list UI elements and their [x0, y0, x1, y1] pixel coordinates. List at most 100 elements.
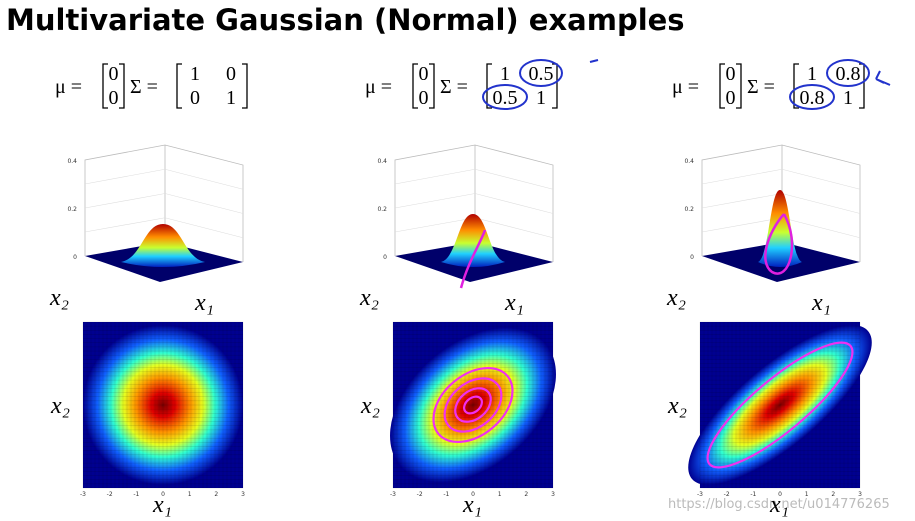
- bracket: [736, 63, 742, 109]
- mu-entry: 0: [419, 87, 429, 109]
- surface-plot: 0.4 0.2 0 x₂ x₁: [359, 144, 554, 316]
- box-grid: [84, 193, 244, 214]
- contour-tick-label: 2: [524, 491, 528, 498]
- ink-contour: [454, 387, 492, 423]
- contour-tick-label: -1: [133, 491, 139, 498]
- sigma-entry: 1: [226, 87, 236, 109]
- sigma-entry: 0.5: [529, 63, 554, 85]
- sigma-label: Σ =: [747, 76, 775, 98]
- z-tick-label: 0.4: [67, 158, 77, 165]
- bracket: [429, 63, 435, 109]
- heatmap-density: [390, 327, 556, 483]
- ink-contour: [463, 395, 483, 415]
- ink-circle: [482, 84, 528, 110]
- bracket: [102, 63, 108, 109]
- contour-tick-label: 2: [214, 491, 218, 498]
- mu-entry: 0: [109, 63, 119, 85]
- surface-x-label: x₂: [666, 285, 686, 311]
- box-grid: [701, 168, 861, 190]
- ink-circle: [826, 59, 870, 87]
- ink-mark: [589, 59, 599, 63]
- sigma-entry: 1: [500, 63, 510, 85]
- contour-tick-label: -3: [390, 491, 396, 498]
- contour-tick-label: -2: [724, 491, 730, 498]
- heatmap-plot: -3 -2 -1 0 1 2 3 x₂ x₁: [667, 321, 872, 518]
- contour-tick-label: -3: [697, 491, 703, 498]
- z-tick-label: 0.2: [377, 206, 387, 213]
- bracket: [412, 63, 418, 109]
- mu-entry: 0: [419, 63, 429, 85]
- box-grid: [84, 217, 244, 239]
- ink-circle: [519, 59, 563, 87]
- mu-label: μ =: [672, 76, 699, 98]
- surface-y-label: x₁: [811, 290, 831, 316]
- sigma-entry: 1: [190, 63, 200, 85]
- z-tick-label: 0: [690, 254, 694, 261]
- contour-tick-label: 0: [161, 491, 165, 498]
- heatmap-density: [688, 324, 872, 486]
- sigma-label: Σ =: [130, 76, 158, 98]
- contour-tick-label: 3: [858, 491, 862, 498]
- z-tick-label: 0.4: [377, 158, 387, 165]
- sigma-entry: 1: [536, 87, 546, 109]
- bracket: [119, 63, 125, 109]
- contour-tick-label: -2: [107, 491, 113, 498]
- z-tick-label: 0.4: [684, 158, 694, 165]
- z-tick-label: 0: [383, 254, 387, 261]
- contour-tick-label: 1: [188, 491, 192, 498]
- contour-x-label: x₁: [152, 492, 172, 518]
- heatmap-plot: -3 -2 -1 0 1 2 3 x₂ x₁: [360, 321, 556, 518]
- box-grid: [394, 168, 554, 190]
- sigma-entry: 0.8: [836, 63, 861, 85]
- surface-y-label: x₁: [194, 290, 214, 316]
- contour-tick-label: -3: [80, 491, 86, 498]
- contour-x-label: x₁: [462, 492, 482, 518]
- sigma-label: Σ =: [440, 76, 468, 98]
- ink-mark: [875, 70, 891, 86]
- bracket: [176, 63, 182, 109]
- ink-contour: [706, 341, 854, 469]
- bracket: [793, 63, 799, 109]
- ink-stroke: [764, 213, 794, 275]
- ink-stroke: [459, 229, 487, 289]
- watermark: https://blog.csdn.net/u014776265: [668, 497, 890, 512]
- z-tick-label: 0: [73, 254, 77, 261]
- heatmap-plot: -3 -2 -1 0 1 2 3 x₂ x₁: [50, 321, 245, 518]
- contour-tick-label: 1: [805, 491, 809, 498]
- sigma-entry: 0: [226, 63, 236, 85]
- contour-tick-label: 3: [241, 491, 245, 498]
- contour-tick-label: 0: [778, 491, 782, 498]
- contour-y-label: x₂: [360, 393, 380, 419]
- bracket: [719, 63, 725, 109]
- bracket: [486, 63, 492, 109]
- contour-tick-label: -1: [750, 491, 756, 498]
- surface-bump: [441, 214, 505, 267]
- sigma-entry: 1: [843, 87, 853, 109]
- sigma-entry: 1: [807, 63, 817, 85]
- z-tick-label: 0.2: [684, 206, 694, 213]
- surface-plot: 0.4 0.2 0 x₂ x₁: [49, 144, 244, 316]
- surface-bump: [121, 224, 205, 267]
- mu-entry: 0: [109, 87, 119, 109]
- surface-x-label: x₂: [359, 285, 379, 311]
- contour-x-label: x₁: [769, 492, 789, 518]
- ink-contour: [443, 377, 503, 433]
- mu-entry: 0: [726, 87, 736, 109]
- sigma-entry: 0.8: [800, 87, 825, 109]
- heatmap-density: [83, 325, 243, 485]
- surface-y-label: x₁: [504, 290, 524, 316]
- mu-label: μ =: [365, 76, 392, 98]
- contour-tick-label: -1: [443, 491, 449, 498]
- surface-plot: 0.4 0.2 0 x₂ x₁: [666, 144, 861, 316]
- ink-circle: [789, 84, 835, 110]
- contour-y-label: x₂: [667, 393, 687, 419]
- box-grid: [84, 168, 244, 190]
- mu-entry: 0: [726, 63, 736, 85]
- box-grid: [394, 193, 554, 214]
- contour-tick-label: 2: [831, 491, 835, 498]
- contour-tick-label: 0: [471, 491, 475, 498]
- ink-contour: [432, 366, 514, 444]
- sigma-entry: 0.5: [493, 87, 518, 109]
- contour-tick-label: 3: [551, 491, 555, 498]
